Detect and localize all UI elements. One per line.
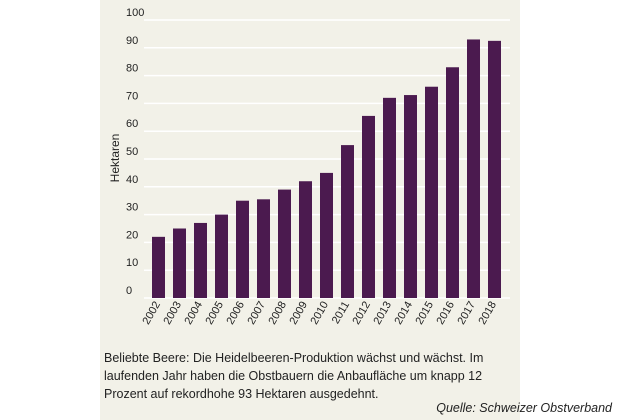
bar-2009 <box>299 181 312 298</box>
bar-2003 <box>173 228 186 298</box>
bar-2007 <box>257 199 270 298</box>
x-tick-label: 2007 <box>245 300 268 327</box>
bar-2018 <box>488 40 501 298</box>
x-tick-label: 2006 <box>224 300 247 327</box>
y-tick-label: 0 <box>126 285 132 297</box>
x-tick-label: 2010 <box>308 300 331 327</box>
x-tick-label: 2002 <box>140 300 163 327</box>
y-tick-label: 50 <box>126 146 138 158</box>
y-tick-label: 80 <box>126 63 138 75</box>
bar-2008 <box>278 189 291 298</box>
bar-2016 <box>446 67 459 298</box>
bar-2014 <box>404 95 417 298</box>
bar-2015 <box>425 86 438 298</box>
y-tick-label: 40 <box>126 174 138 186</box>
bar-2010 <box>320 172 333 298</box>
x-tick-label: 2005 <box>203 300 226 327</box>
x-tick-label: 2008 <box>266 300 289 327</box>
bar-2012 <box>362 115 375 298</box>
source-note: Quelle: Schweizer Obstverband <box>436 401 612 415</box>
x-tick-label: 2016 <box>434 300 457 327</box>
y-tick-label: 70 <box>126 90 138 102</box>
bar-2006 <box>236 200 249 298</box>
y-tick-label: 20 <box>126 229 138 241</box>
x-tick-label: 2012 <box>350 300 373 327</box>
chart-caption: Beliebte Beere: Die Heidelbeeren-Produkt… <box>104 349 516 403</box>
bar-2002 <box>152 236 165 298</box>
bar-2005 <box>215 214 228 298</box>
y-tick-label: 60 <box>126 118 138 130</box>
y-tick-label: 10 <box>126 257 138 269</box>
caption-text: Beliebte Beere: Die Heidelbeeren-Produkt… <box>104 351 484 401</box>
bar-2013 <box>383 97 396 298</box>
bars <box>152 39 501 299</box>
y-tick-label: 100 <box>126 7 144 19</box>
bar-2004 <box>194 222 207 298</box>
x-tick-label: 2015 <box>413 300 436 327</box>
y-tick-label: 30 <box>126 202 138 214</box>
y-tick-labels: 0 10 20 30 40 50 60 70 80 90 100 <box>126 7 144 297</box>
x-tick-label: 2003 <box>161 300 184 327</box>
y-axis-label: Hektaren <box>108 134 122 183</box>
x-tick-label: 2013 <box>371 300 394 327</box>
chart-panel: 0 10 20 30 40 50 60 70 80 90 100 2002 2003 2004 2005 2… <box>100 0 520 420</box>
bar-2017 <box>467 39 480 299</box>
y-tick-label: 90 <box>126 35 138 47</box>
x-tick-label: 2017 <box>455 300 478 327</box>
x-tick-label: 2004 <box>182 300 205 327</box>
x-tick-label: 2014 <box>392 300 415 327</box>
x-tick-labels: 2002200320042005200620072008200920102011… <box>140 300 499 327</box>
x-tick-label: 2009 <box>287 300 310 327</box>
bar-2011 <box>341 145 354 298</box>
x-tick-label: 2011 <box>330 300 352 326</box>
x-tick-label: 2018 <box>476 300 499 327</box>
